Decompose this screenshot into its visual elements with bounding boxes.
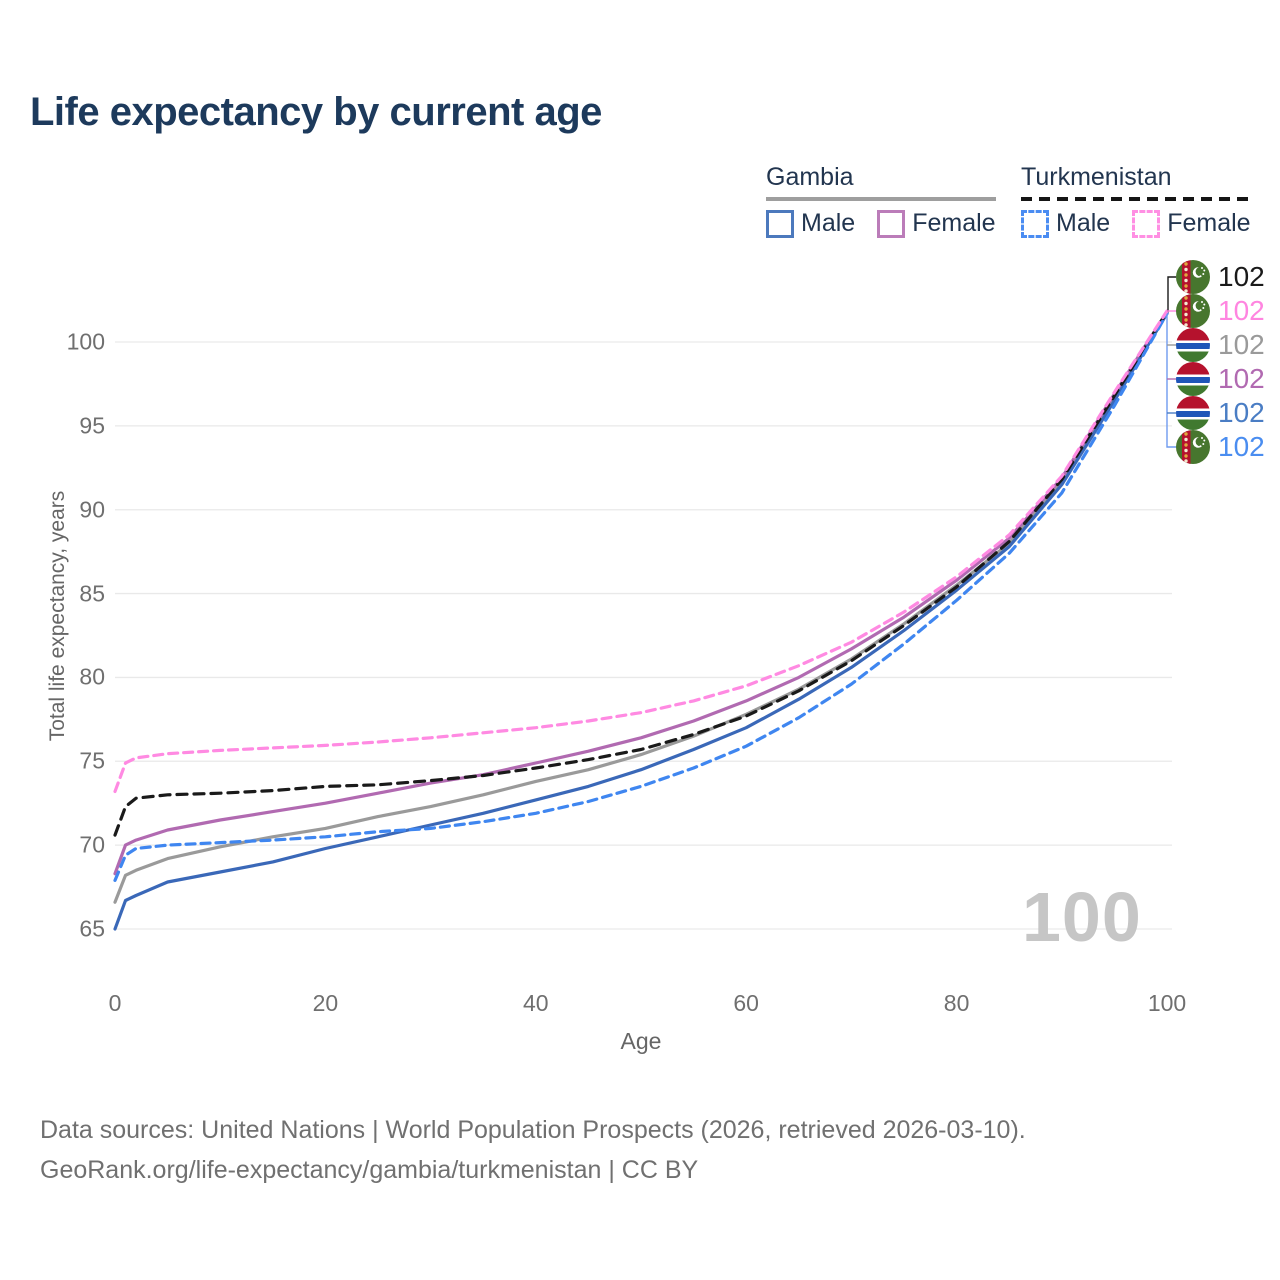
legend-item-gambia-female[interactable]: Female: [877, 209, 996, 238]
endpoint-row-turkmenistan-female: 102: [1176, 294, 1265, 328]
endpoint-value-turkmenistan-male: 102: [1218, 431, 1265, 462]
connector-turkmenistan-total: [1167, 276, 1176, 312]
turkmenistan-flag-icon: [1176, 430, 1210, 464]
source-line-2: GeoRank.org/life-expectancy/gambia/turkm…: [40, 1156, 699, 1184]
age-watermark: 100: [1022, 878, 1142, 956]
gambia-male-swatch-icon: [766, 209, 794, 238]
legend-country-gambia[interactable]: Gambia: [766, 163, 854, 191]
turkmenistan-female-swatch-icon: [1132, 209, 1161, 238]
source-line-1: Data sources: United Nations | World Pop…: [40, 1116, 1026, 1144]
turkmenistan-male-swatch-icon: [1021, 209, 1049, 238]
source-attribution: Data sources: United Nations | World Pop…: [40, 1110, 1026, 1190]
turkmenistan-underline-swatch: [1021, 197, 1251, 201]
line-gambia-female[interactable]: [113, 310, 1169, 876]
y-tick-label-95: 95: [79, 412, 105, 439]
line-turkmenistan-male[interactable]: [113, 311, 1169, 883]
turkmenistan-flag-icon: [1176, 294, 1210, 328]
x-tick-label-0: 0: [108, 990, 122, 1016]
legend-group-gambia: Gambia Male Female: [766, 163, 996, 238]
page-title: Life expectancy by current age: [30, 90, 602, 134]
x-tick-label-60: 60: [733, 990, 759, 1016]
x-tick-label-20: 20: [312, 990, 339, 1016]
endpoint-value-turkmenistan-total: 102: [1218, 261, 1265, 292]
endpoint-value-gambia-female: 102: [1218, 363, 1265, 394]
gambia-flag-icon: [1176, 396, 1210, 430]
line-gambia-male[interactable]: [113, 311, 1169, 931]
legend-group-turkmenistan: Turkmenistan Male Female: [1021, 163, 1251, 238]
legend-item-turkmenistan-male[interactable]: Male: [1021, 209, 1110, 238]
y-tick-label-80: 80: [79, 663, 105, 690]
y-tick-label-90: 90: [79, 496, 105, 523]
y-tick-label-75: 75: [79, 747, 105, 774]
line-turkmenistan-female[interactable]: [113, 309, 1169, 794]
connector-turkmenistan-male: [1166, 313, 1176, 448]
x-tick-label-40: 40: [523, 990, 549, 1016]
legend-country-turkmenistan[interactable]: Turkmenistan: [1021, 163, 1172, 191]
turkmenistan-flag-icon: [1176, 260, 1210, 294]
line-gambia-total[interactable]: [113, 311, 1169, 904]
gambia-female-swatch-icon: [877, 209, 906, 238]
x-tick-label-100: 100: [1147, 990, 1187, 1016]
endpoint-row-gambia-female: 102: [1176, 362, 1265, 396]
gambia-flag-icon: [1176, 362, 1210, 396]
y-tick-label-85: 85: [79, 580, 105, 607]
x-tick-label-80: 80: [943, 990, 970, 1016]
x-axis-title: Age: [620, 1028, 662, 1054]
legend-item-gambia-male[interactable]: Male: [766, 209, 855, 238]
y-tick-label-65: 65: [79, 915, 105, 942]
gambia-underline-swatch: [766, 197, 996, 201]
endpoint-row-gambia-male: 102: [1176, 396, 1265, 430]
y-tick-label-70: 70: [79, 831, 105, 858]
endpoint-row-turkmenistan-total: 102: [1176, 260, 1265, 294]
endpoint-row-gambia-total: 102: [1176, 328, 1265, 362]
endpoint-row-turkmenistan-male: 102: [1176, 430, 1265, 464]
gambia-flag-icon: [1176, 328, 1210, 362]
line-turkmenistan-total[interactable]: [113, 310, 1169, 837]
endpoint-value-gambia-male: 102: [1218, 397, 1265, 428]
endpoint-value-gambia-total: 102: [1218, 329, 1265, 360]
legend-item-turkmenistan-female[interactable]: Female: [1132, 209, 1251, 238]
endpoint-value-turkmenistan-female: 102: [1218, 295, 1265, 326]
y-tick-label-100: 100: [66, 328, 105, 355]
